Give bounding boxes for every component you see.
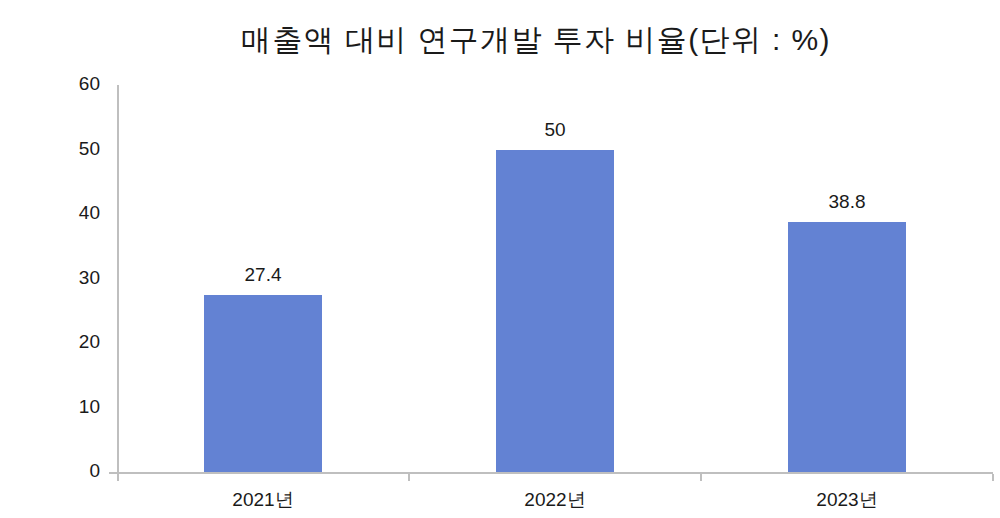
y-tick-label: 40 [30,202,100,224]
y-tick-label: 10 [30,396,100,418]
y-tick-label: 30 [30,267,100,289]
x-category-label: 2021년 [183,487,343,513]
bar-value-label: 27.4 [203,264,323,286]
bar [204,295,322,472]
bar-value-label: 50 [495,119,615,141]
x-axis-tick [992,474,994,481]
x-axis-tick [700,474,702,481]
bar-value-label: 38.8 [787,191,907,213]
bar-chart: 매출액 대비 연구개발 투자 비율(단위 : %) 0 10 20 30 40 50 60 2… [0,0,1000,518]
bar [496,150,614,473]
x-category-label: 2022년 [475,487,635,513]
y-tick-label: 60 [30,73,100,95]
x-axis-line [109,472,993,474]
x-axis-tick [408,474,410,481]
y-tick-label: 0 [30,460,100,482]
bar [788,222,906,472]
y-tick-label: 50 [30,138,100,160]
x-category-label: 2023년 [767,487,927,513]
y-axis-line [117,85,119,481]
chart-title: 매출액 대비 연구개발 투자 비율(단위 : %) [70,20,1000,61]
y-tick-label: 20 [30,331,100,353]
